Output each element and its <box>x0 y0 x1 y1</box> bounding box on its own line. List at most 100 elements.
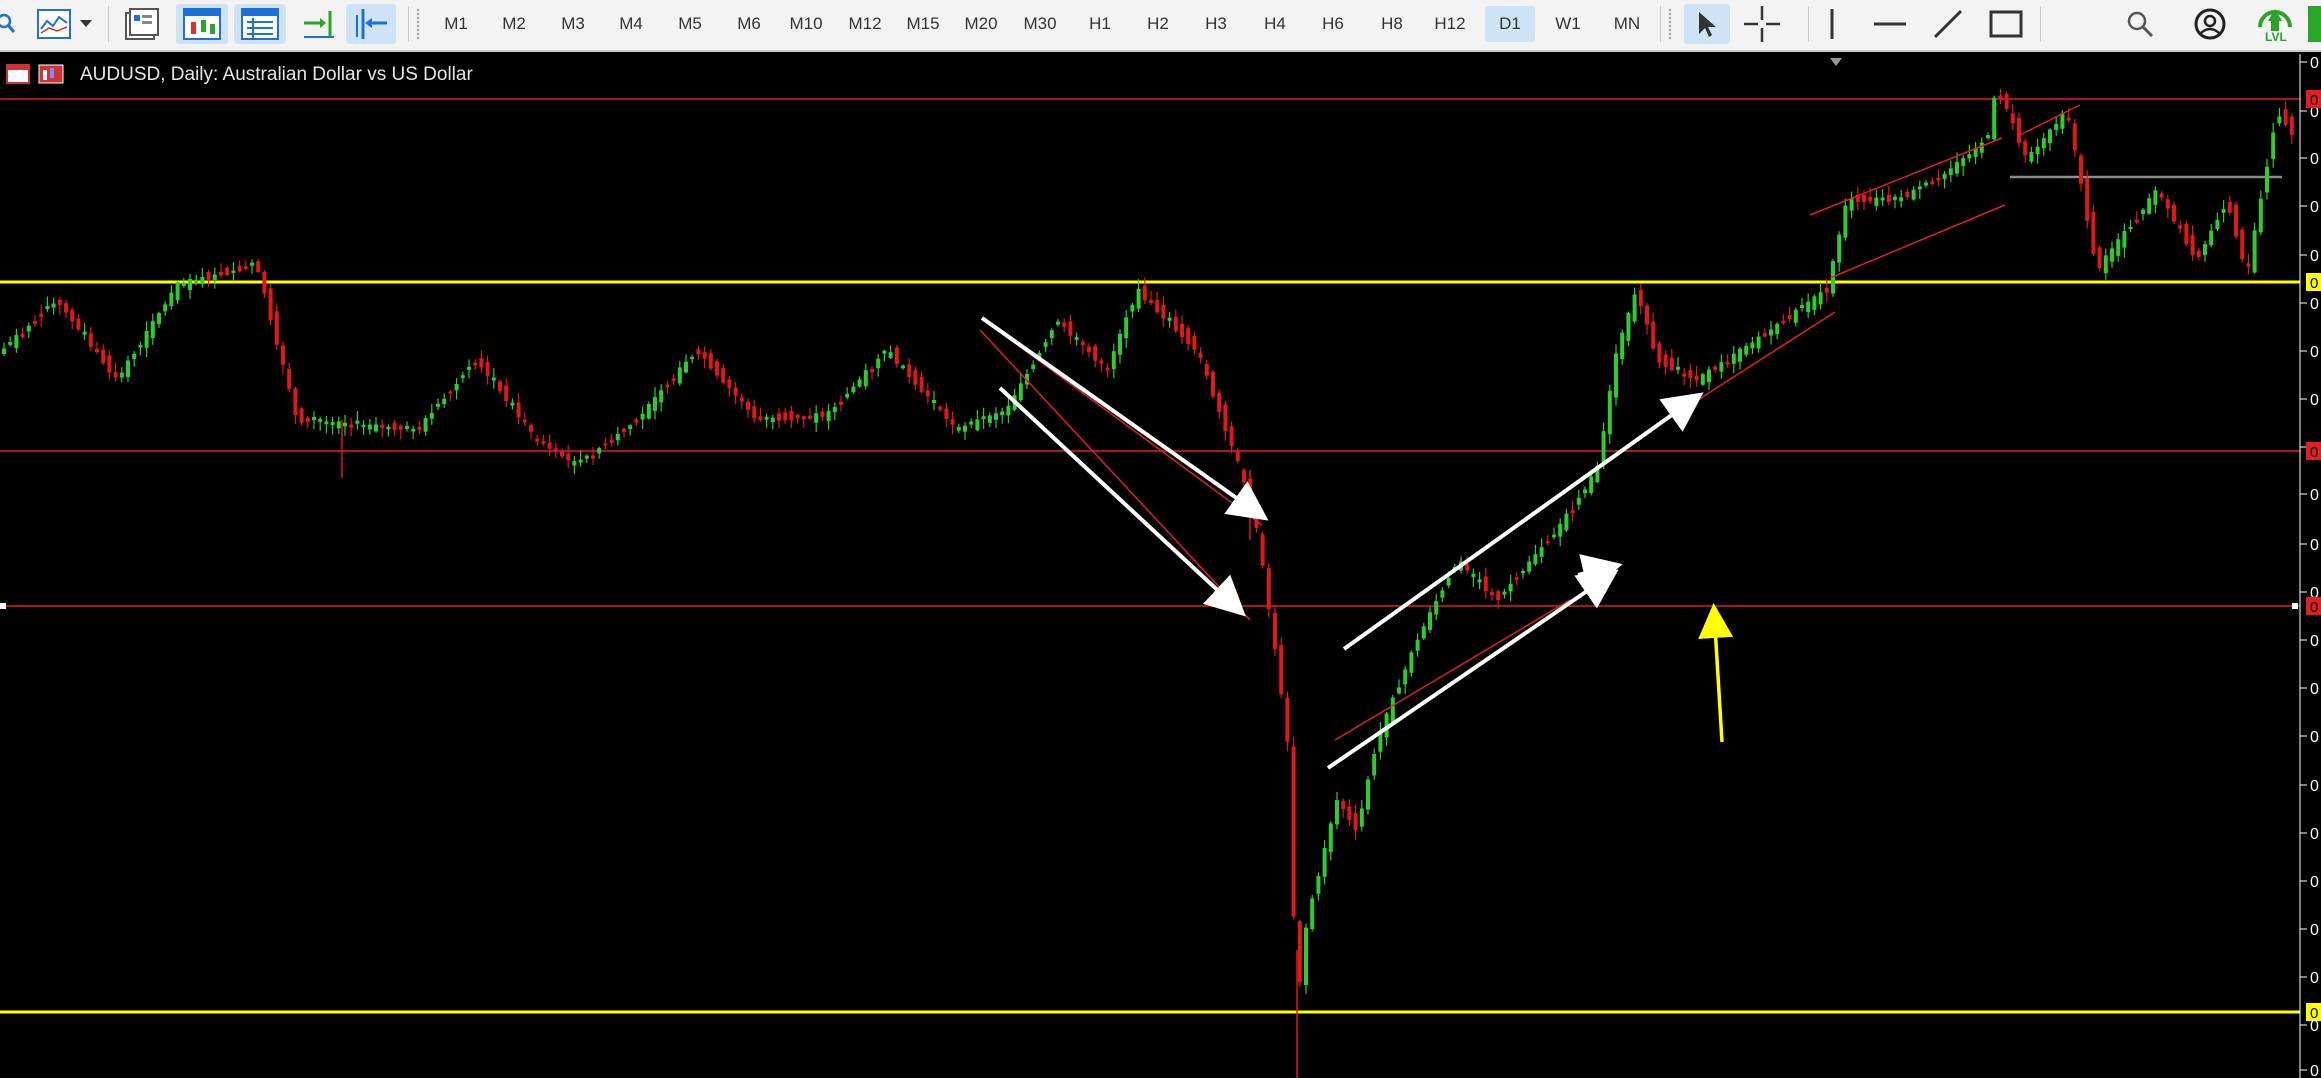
candle <box>1328 821 1333 861</box>
candle <box>801 415 806 428</box>
candle-body <box>2252 230 2257 273</box>
candle <box>987 412 992 428</box>
candle <box>157 311 161 328</box>
chart-shift-icon[interactable] <box>346 4 396 44</box>
candle <box>485 355 490 385</box>
candle <box>541 434 546 446</box>
timeframe-m6[interactable]: M6 <box>737 14 761 33</box>
candle-body <box>1651 321 1656 349</box>
timeframe-m2[interactable]: M2 <box>502 14 526 33</box>
candle <box>1440 587 1445 603</box>
candle-body <box>1669 357 1674 371</box>
candle-body <box>715 361 719 376</box>
candle <box>684 354 688 374</box>
timeframe-h6[interactable]: H6 <box>1322 14 1344 33</box>
price-chart[interactable]: 000000000000000000000000000 <box>0 54 2321 1078</box>
candle-body <box>1155 300 1160 312</box>
candle <box>2010 103 2015 131</box>
timeframe-w1[interactable]: W1 <box>1555 14 1581 33</box>
timeframe-d1[interactable]: D1 <box>1485 6 1535 42</box>
candle-body <box>684 361 688 373</box>
chart-list-icon[interactable] <box>234 4 286 44</box>
chart-window-icon[interactable] <box>6 64 30 84</box>
timeframe-h1[interactable]: H1 <box>1089 14 1111 33</box>
candle <box>1310 894 1315 932</box>
candle-body <box>2004 93 2009 110</box>
search-icon[interactable] <box>0 4 22 44</box>
candle <box>1601 422 1606 469</box>
candle-body <box>1924 182 1928 186</box>
candle <box>1279 637 1284 698</box>
timeframe-h12[interactable]: H12 <box>1434 14 1466 33</box>
candle <box>752 399 757 424</box>
candle-body <box>2122 230 2127 248</box>
drawings <box>979 104 2081 770</box>
timeframe-h4[interactable]: H4 <box>1264 14 1286 33</box>
candle-body <box>1576 497 1581 505</box>
candle <box>888 345 893 359</box>
templates-icon[interactable] <box>122 4 162 44</box>
candle <box>2196 247 2201 261</box>
candle <box>1713 365 1718 373</box>
timeframe-m3[interactable]: M3 <box>561 14 585 33</box>
timeframe-h2[interactable]: H2 <box>1147 14 1169 33</box>
candle-body <box>2029 151 2034 162</box>
timeframe-mn[interactable]: MN <box>1613 14 1641 33</box>
candle-body <box>1384 713 1389 738</box>
timeframe-h3[interactable]: H3 <box>1205 14 1227 33</box>
timeframe-m12[interactable]: M12 <box>848 14 882 33</box>
candle-body <box>814 413 819 423</box>
autoscroll-icon[interactable] <box>298 4 338 44</box>
candle-body <box>405 425 409 429</box>
candle-body <box>752 406 757 419</box>
candle-body <box>777 413 781 421</box>
timeframe-m30[interactable]: M30 <box>1023 14 1057 33</box>
candle <box>1490 587 1494 601</box>
indicators-icon[interactable] <box>34 4 74 44</box>
candle-body <box>733 387 738 396</box>
timeframe-m5[interactable]: M5 <box>678 14 702 33</box>
account-icon[interactable] <box>2190 4 2230 44</box>
candle <box>504 378 509 408</box>
candle <box>20 327 25 339</box>
candle-body <box>2265 166 2269 193</box>
cursor-icon[interactable] <box>1684 4 1730 44</box>
candle-body <box>355 420 360 424</box>
candle-body <box>609 440 614 444</box>
candle-body <box>126 360 130 377</box>
candle <box>1936 169 1941 187</box>
crosshair-icon[interactable] <box>1742 4 1782 44</box>
lvl-icon[interactable]: LVL <box>2254 4 2296 44</box>
trend-line <box>1003 334 1263 526</box>
candle <box>1322 840 1327 885</box>
rectangle-icon[interactable] <box>1986 4 2026 44</box>
candle <box>578 450 583 467</box>
candle-body <box>2023 141 2028 156</box>
candle <box>1130 302 1135 319</box>
timeframe-m15[interactable]: M15 <box>906 14 940 33</box>
candle <box>591 447 595 465</box>
horizontal-line-icon[interactable] <box>1870 4 1910 44</box>
price-tick-label-bg <box>2307 247 2321 263</box>
chart-trade-icon[interactable] <box>176 4 228 44</box>
vertical-line-icon[interactable] <box>1812 4 1852 44</box>
candle-body <box>1948 168 1953 176</box>
candle <box>231 262 236 282</box>
candle <box>2041 132 2046 156</box>
chevron-down-icon[interactable] <box>76 4 96 44</box>
price-tick-label-bg <box>2307 873 2321 889</box>
timeframe-m4[interactable]: M4 <box>619 14 643 33</box>
candle-body <box>70 309 75 322</box>
candle <box>1161 296 1166 327</box>
timeframe-m20[interactable]: M20 <box>964 14 998 33</box>
search-icon[interactable] <box>2120 4 2160 44</box>
trend-line-icon[interactable] <box>1928 4 1968 44</box>
candle-body <box>2277 116 2282 124</box>
timeframe-m10[interactable]: M10 <box>789 14 823 33</box>
candle <box>411 425 416 440</box>
candle-body <box>26 325 31 332</box>
timeframe-m1[interactable]: M1 <box>444 14 468 33</box>
candle-body <box>1477 579 1482 583</box>
timeframe-h8[interactable]: H8 <box>1381 14 1403 33</box>
chart-trade-small-icon[interactable] <box>38 64 64 84</box>
